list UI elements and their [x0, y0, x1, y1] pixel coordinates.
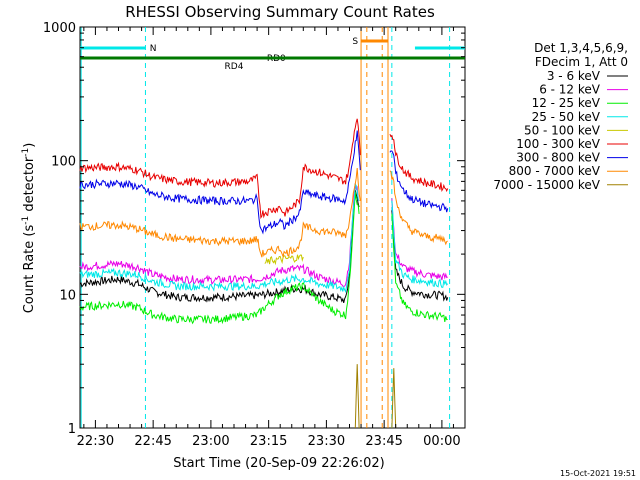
x-tick-label: 23:00	[192, 434, 229, 449]
series-line	[79, 130, 361, 235]
legend-item-label: 3 - 6 keV	[547, 69, 601, 83]
series-line-post	[391, 210, 449, 302]
series-line	[79, 183, 360, 287]
series-line	[79, 118, 361, 220]
axis-ticks: 22:30 22:45 23:00 23:15 23:30 23:45 00:00 1 10 10…	[43, 21, 465, 449]
series-line	[264, 254, 304, 266]
legend-item-label: 300 - 800 keV	[516, 151, 600, 165]
legend-header-1: Det 1,3,4,5,6,9,	[534, 41, 628, 55]
series-group	[79, 118, 449, 429]
series-line	[79, 167, 361, 259]
y-tick-label: 1000	[43, 21, 76, 36]
x-tick-label: 22:45	[134, 434, 171, 449]
legend-item-label: 7000 - 15000 keV	[493, 178, 600, 192]
plot-border	[79, 26, 466, 429]
series-line-post	[389, 170, 448, 246]
timestamp: 15-Oct-2021 19:51	[560, 469, 636, 478]
legend: Det 1,3,4,5,6,9, FDecim 1, Att 0 3 - 6 k…	[493, 41, 628, 192]
flag-label: S	[352, 37, 358, 47]
legend-header-2: FDecim 1, Att 0	[535, 55, 628, 69]
series-line-post	[391, 200, 449, 288]
series-line	[79, 182, 360, 293]
x-axis-label: Start Time (20-Sep-09 22:26:02)	[173, 456, 384, 471]
x-tick-label: 00:00	[423, 434, 460, 449]
chart-title: RHESSI Observing Summary Count Rates	[125, 3, 435, 21]
status-flags: NRD0RD4S	[80, 37, 465, 72]
legend-item-label: 25 - 50 keV	[532, 110, 601, 124]
flag-label: N	[150, 44, 157, 54]
x-tick-label: 23:45	[365, 434, 402, 449]
series-line	[354, 364, 360, 429]
series-line-post	[391, 368, 397, 429]
series-line-post	[389, 150, 449, 213]
x-tick-label: 23:15	[250, 434, 287, 449]
legend-item-label: 6 - 12 keV	[539, 83, 601, 97]
x-tick-label: 23:30	[308, 434, 345, 449]
legend-item-label: 800 - 7000 keV	[509, 164, 601, 178]
vertical-markers	[80, 27, 451, 428]
legend-item-label: 100 - 300 keV	[516, 137, 600, 151]
series-line	[79, 189, 360, 304]
x-tick-label: 22:30	[77, 434, 114, 449]
y-axis-label: Count Rate (s-1 detector-1)	[21, 143, 37, 314]
y-tick-label: 10	[59, 288, 76, 303]
series-line-post	[391, 198, 448, 281]
series-line-post	[389, 133, 449, 193]
y-tick-label: 1	[68, 422, 76, 437]
flag-label: RD4	[225, 62, 244, 72]
series-line-post	[391, 213, 448, 322]
legend-item-label: 50 - 100 keV	[524, 123, 601, 137]
legend-item-label: 12 - 25 keV	[532, 96, 601, 110]
series-line	[79, 191, 360, 325]
y-tick-label: 100	[51, 155, 76, 170]
plot-frame	[79, 26, 466, 429]
